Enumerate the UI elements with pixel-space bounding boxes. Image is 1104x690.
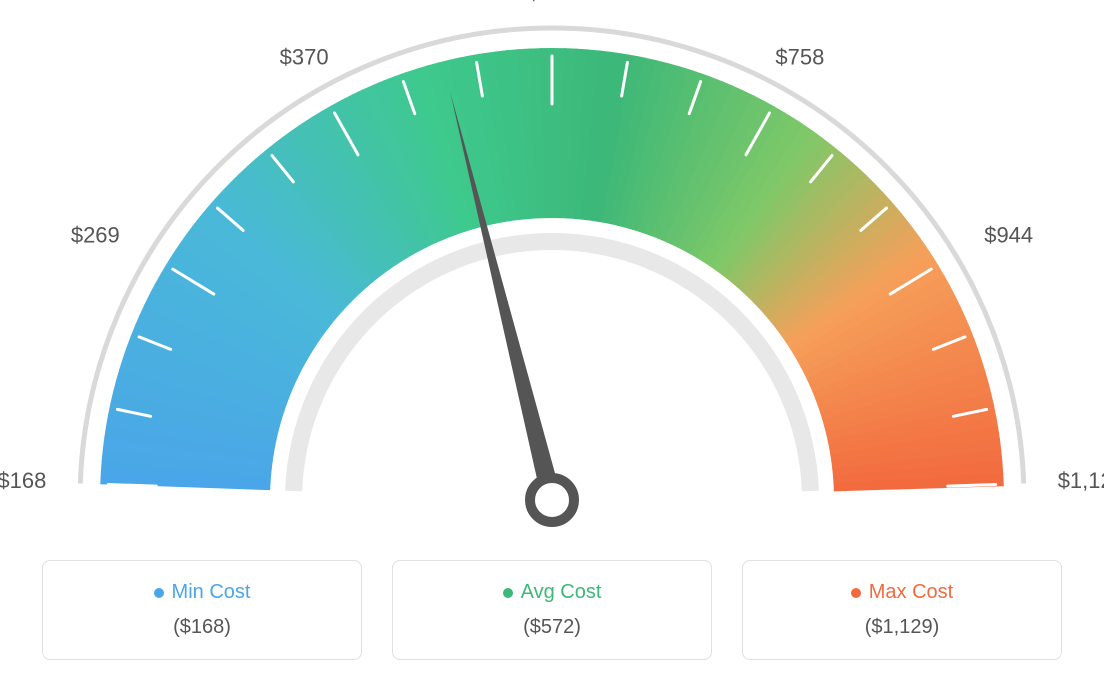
legend-label: Min Cost — [172, 581, 251, 604]
legend-label: Avg Cost — [521, 581, 602, 604]
svg-text:$269: $269 — [71, 223, 120, 248]
legend-dot-icon — [503, 588, 513, 598]
svg-text:$758: $758 — [775, 45, 824, 70]
legend-card-min: Min Cost ($168) — [42, 560, 362, 660]
legend-title-avg: Avg Cost — [503, 581, 602, 604]
gauge-chart: $168 $269 $370 $572 $758 $944 $1,129 — [0, 0, 1104, 560]
svg-text:$944: $944 — [984, 223, 1033, 248]
legend-row: Min Cost ($168) Avg Cost ($572) Max Cost… — [0, 560, 1104, 690]
legend-card-max: Max Cost ($1,129) — [742, 560, 1062, 660]
legend-dot-icon — [851, 588, 861, 598]
gauge-svg: $168 $269 $370 $572 $758 $944 $1,129 — [0, 0, 1104, 560]
svg-text:$572: $572 — [528, 0, 577, 5]
legend-label: Max Cost — [869, 581, 953, 604]
legend-value-min: ($168) — [53, 616, 351, 639]
legend-value-avg: ($572) — [403, 616, 701, 639]
legend-card-avg: Avg Cost ($572) — [392, 560, 712, 660]
legend-title-max: Max Cost — [851, 581, 953, 604]
svg-text:$168: $168 — [0, 468, 46, 493]
legend-dot-icon — [154, 588, 164, 598]
svg-text:$370: $370 — [280, 45, 329, 70]
svg-text:$1,129: $1,129 — [1058, 468, 1104, 493]
legend-title-min: Min Cost — [154, 581, 251, 604]
legend-value-max: ($1,129) — [753, 616, 1051, 639]
